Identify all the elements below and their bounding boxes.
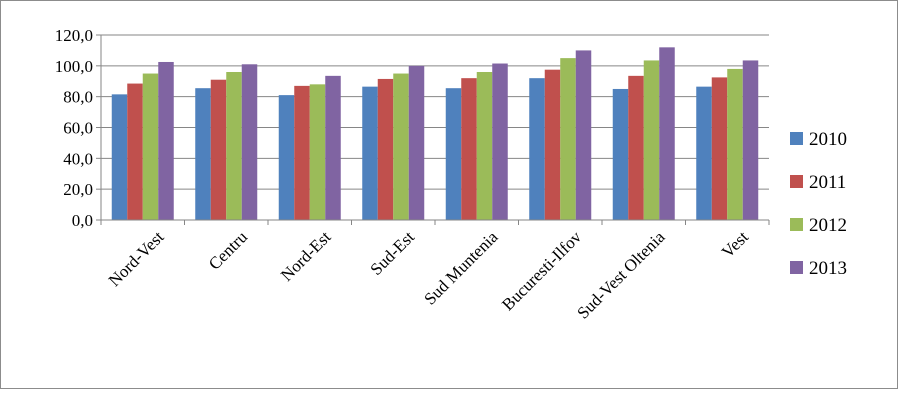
bar-2011-nord-est — [294, 85, 310, 220]
legend: 2010 2011 2012 2013 — [790, 129, 847, 279]
bar-2010-nord-vest — [111, 94, 128, 220]
bar-2013-sud-est — [408, 65, 425, 220]
bar-2010-sud-vest-oltenia — [612, 88, 629, 220]
bar-2013-vest — [742, 60, 759, 220]
y-tick-label: 80,0 — [63, 88, 93, 107]
bar-2011-nord-vest — [127, 83, 143, 220]
bar-2012-centru — [226, 72, 242, 220]
bar-2011-sud-est — [377, 78, 394, 220]
bar-2012-sud-muntenia — [476, 72, 493, 220]
x-category-label: Nord-Est — [277, 227, 335, 285]
legend-label-2012: 2012 — [809, 215, 847, 236]
bar-2011-sud-vest-oltenia — [628, 75, 644, 221]
bar-2011-bucuresti-ilfov — [544, 69, 561, 220]
bar-2010-sud-est — [362, 86, 378, 220]
y-tick-label: 0,0 — [72, 211, 93, 230]
bar-2013-sud-muntenia — [492, 63, 508, 221]
y-tick-label: 120,0 — [55, 26, 93, 45]
bar-2012-vest — [727, 68, 743, 221]
legend-label-2013: 2013 — [809, 258, 847, 279]
bar-2013-sud-vest-oltenia — [659, 47, 675, 221]
bar-2013-nord-vest — [158, 61, 174, 220]
bar-2010-bucuresti-ilfov — [529, 78, 545, 221]
x-category-labels: Nord-Vest Centru Nord-Est Sud-Est Sud Munten… — [105, 227, 753, 323]
axes — [96, 34, 770, 225]
bar-2013-centru — [241, 64, 258, 220]
x-category-label: Sud Muntenia — [420, 227, 502, 309]
x-category-label: Vest — [718, 227, 752, 261]
legend-swatch-2013 — [790, 261, 803, 274]
x-category-label: Nord-Vest — [105, 227, 168, 290]
bar-2012-nord-vest — [142, 73, 159, 221]
legend-swatch-2012 — [790, 218, 803, 231]
x-category-label: Centru — [205, 227, 252, 274]
y-tick-labels: 0,0 20,0 40,0 60,0 80,0 100,0 120,0 — [55, 26, 93, 230]
x-category-label: Sud-Vest Oltenia — [573, 227, 669, 323]
x-category-label: Bucuresti-Ilfov — [498, 227, 585, 314]
legend-label-2010: 2010 — [809, 129, 847, 150]
bar-2013-nord-est — [325, 75, 341, 221]
y-tick-label: 100,0 — [55, 57, 93, 76]
bar-2010-nord-est — [278, 95, 295, 220]
y-tick-label: 40,0 — [63, 149, 93, 168]
bar-2012-bucuresti-ilfov — [560, 58, 576, 220]
legend-swatch-2010 — [790, 132, 803, 145]
bar-2010-vest — [696, 86, 712, 220]
x-category-label: Sud-Est — [367, 227, 419, 279]
legend-label-2011: 2011 — [809, 172, 846, 193]
bars — [111, 47, 759, 221]
bar-2011-centru — [210, 79, 227, 220]
y-tick-label: 20,0 — [63, 180, 93, 199]
y-tick-label: 60,0 — [63, 119, 93, 138]
bar-2011-vest — [711, 77, 728, 220]
bar-2010-centru — [195, 88, 211, 220]
legend-swatch-2011 — [790, 175, 803, 188]
bar-2012-sud-vest-oltenia — [643, 60, 660, 220]
bar-2012-sud-est — [393, 73, 409, 221]
bar-2011-sud-muntenia — [461, 78, 477, 221]
bar-2012-nord-est — [309, 84, 326, 220]
bar-2013-bucuresti-ilfov — [575, 50, 592, 220]
bar-2010-sud-muntenia — [445, 88, 462, 220]
